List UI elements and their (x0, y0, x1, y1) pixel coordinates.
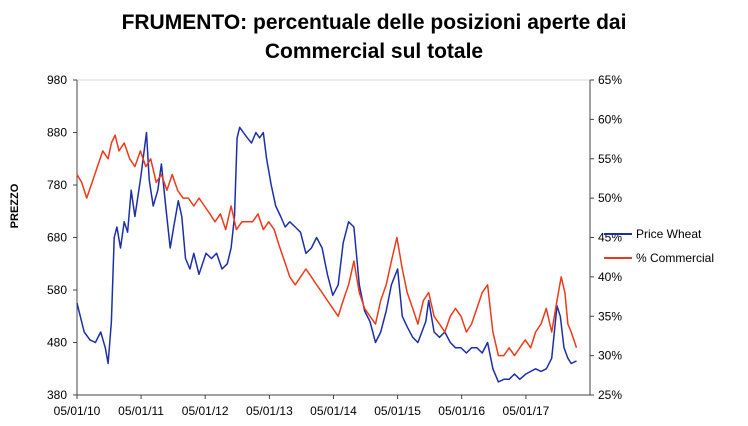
y2-tick-label: 30% (598, 349, 622, 363)
series-line-commercial (76, 134, 578, 357)
y-axis-label: PREZZO (9, 183, 21, 228)
x-tick-label: 05/01/11 (118, 404, 164, 418)
x-axis-ticks: 05/01/10 05/01/11 05/01/12 05/01/13 05/01/14… (54, 395, 550, 418)
x-tick-label: 05/01/14 (310, 404, 357, 418)
y2-axis-ticks: 25% 30% 35% 40% 45% 50% 55% 60% 65% (590, 73, 622, 402)
x-tick-label: 05/01/12 (182, 404, 229, 418)
y2-tick-label: 45% (598, 231, 622, 245)
series-line-price-wheat (76, 126, 577, 383)
legend: Price Wheat % Commercial (604, 227, 714, 265)
y2-tick-label: 25% (598, 388, 622, 402)
y-tick-label: 480 (47, 336, 67, 350)
y2-tick-label: 35% (598, 309, 622, 323)
x-tick-label: 05/01/13 (246, 404, 293, 418)
x-tick-label: 05/01/16 (438, 404, 485, 418)
y2-tick-label: 40% (598, 270, 622, 284)
series-lines (76, 126, 578, 383)
y2-tick-label: 60% (598, 112, 622, 126)
y-axis-ticks: 380 480 580 680 780 880 980 (47, 73, 77, 402)
y2-tick-label: 55% (598, 152, 622, 166)
x-tick-label: 05/01/17 (503, 404, 550, 418)
x-tick-label: 05/01/15 (374, 404, 421, 418)
y-tick-label: 880 (47, 126, 67, 140)
chart-title-line-1: FRUMENTO: percentuale delle posizioni ap… (121, 11, 627, 34)
chart-title-line-2: Commercial sul totale (264, 40, 484, 63)
legend-label-price-wheat: Price Wheat (636, 227, 702, 241)
y-tick-label: 680 (47, 231, 67, 245)
y2-tick-label: 50% (598, 191, 622, 205)
y-tick-label: 580 (47, 283, 67, 297)
chart-title: FRUMENTO: percentuale delle posizioni ap… (0, 8, 748, 66)
y-tick-label: 380 (47, 388, 67, 402)
x-tick-label: 05/01/10 (54, 404, 101, 418)
y-tick-label: 980 (47, 73, 67, 87)
y-tick-label: 780 (47, 178, 67, 192)
y2-tick-label: 65% (598, 73, 622, 87)
legend-label-commercial: % Commercial (636, 251, 714, 265)
